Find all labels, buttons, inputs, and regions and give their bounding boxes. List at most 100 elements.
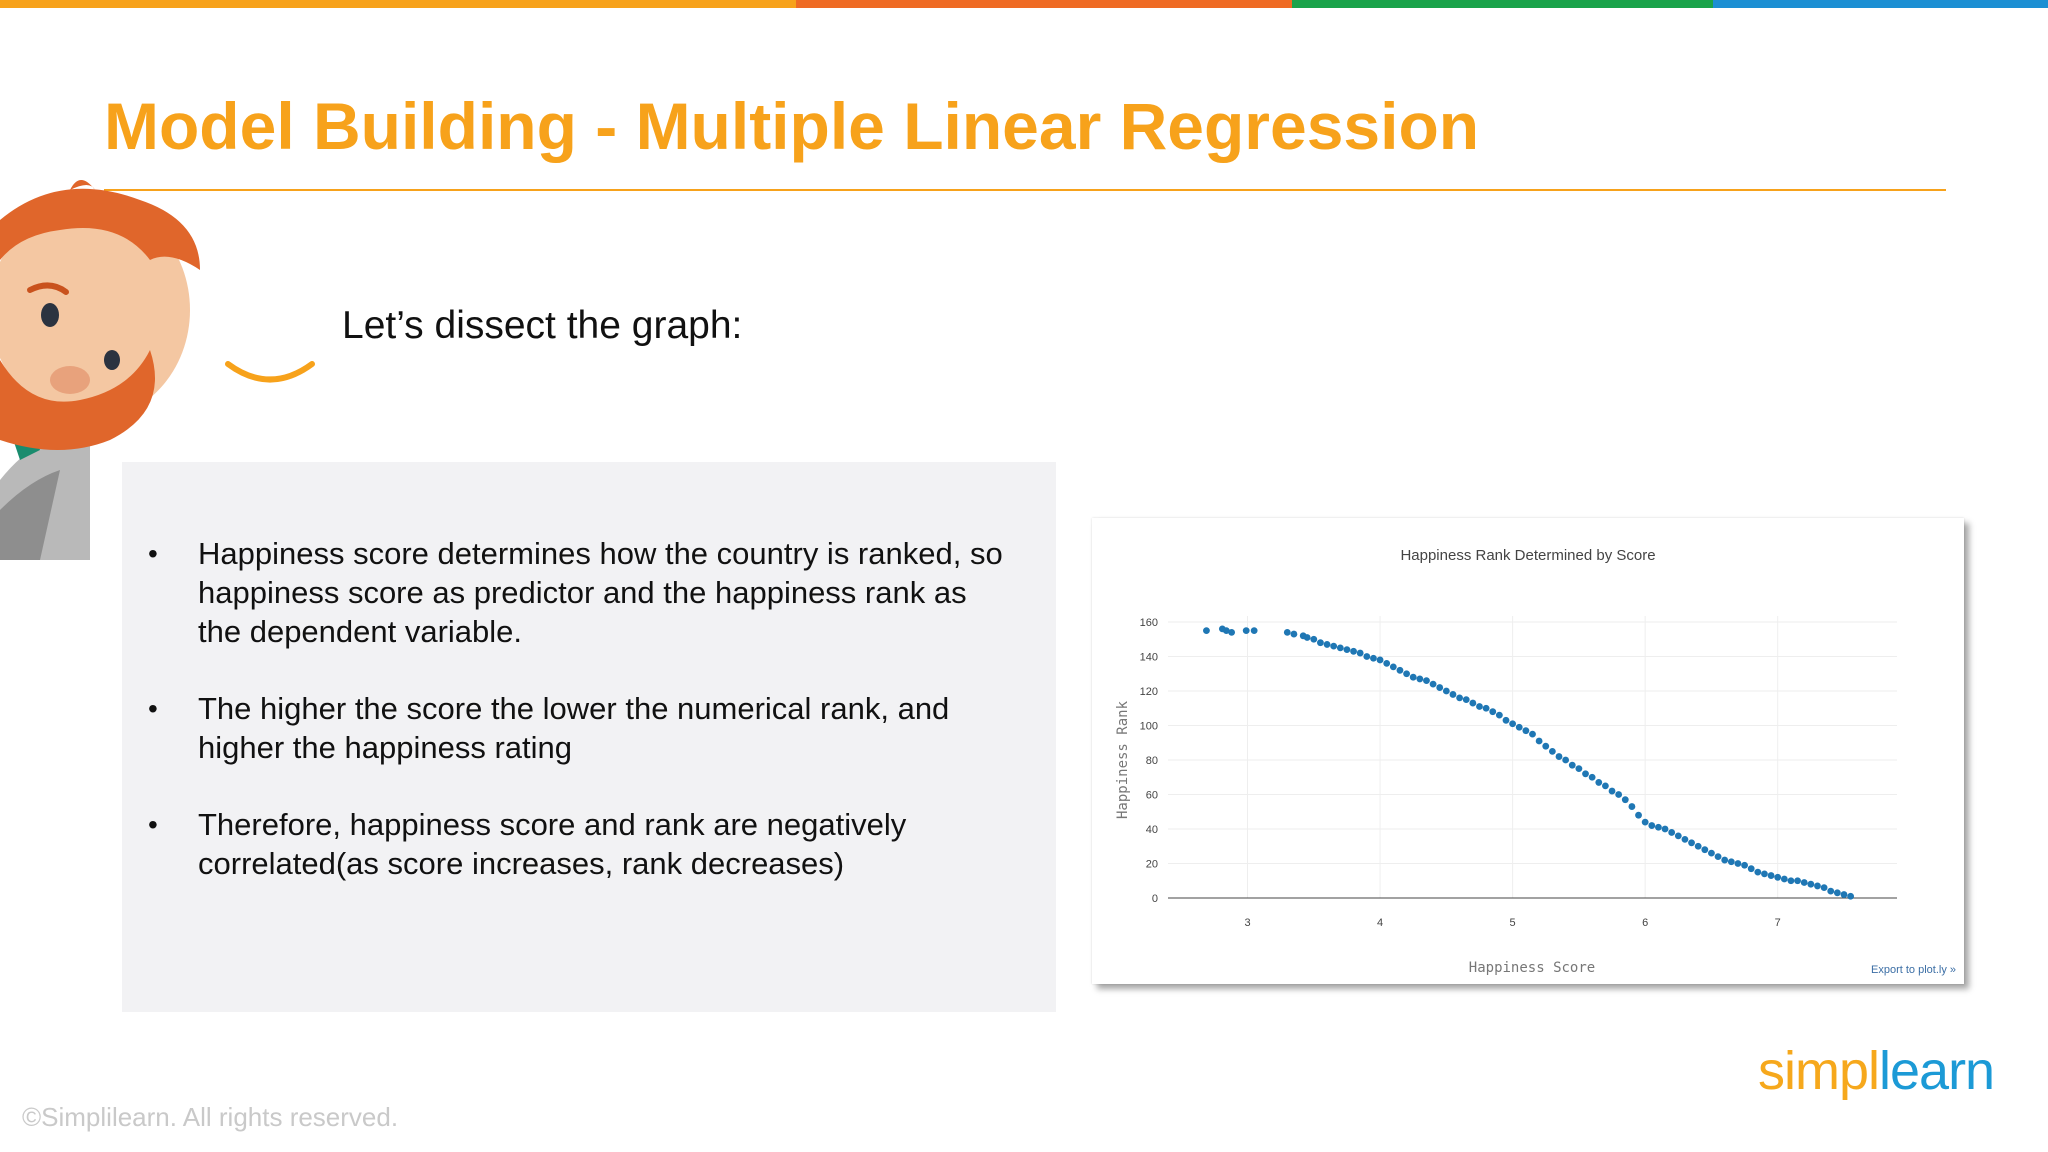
scatter-point [1310,635,1318,643]
scatter-point [1303,634,1311,641]
bullet-list: • Happiness score determines how the cou… [122,534,1056,921]
scatter-point [1747,865,1755,873]
scatter-point [1449,691,1457,698]
scatter-point [1290,630,1298,638]
scatter-point [1522,727,1530,735]
logo-text-simpl: simpl [1758,1041,1880,1101]
scatter-point [1575,765,1583,773]
scatter-point [1800,879,1808,886]
scatter-point [1767,872,1775,879]
scatter-point [1602,782,1609,790]
bullet-item: • The higher the score the lower the num… [122,689,1056,767]
scatter-point [1383,660,1391,667]
scatter-point [1343,646,1351,653]
scatter-point [1436,684,1444,691]
title-underline [104,189,1946,191]
top-bar-segment-red [796,0,1292,8]
logo-text-learn: learn [1879,1041,1995,1101]
mascot-character-icon [0,180,315,560]
y-tick-label: 20 [1146,859,1158,871]
scatter-point [1228,628,1236,636]
scatter-point [1283,628,1291,636]
y-axis-label: Happiness Rank [1115,700,1131,819]
scatter-point [1608,787,1616,795]
scatter-point [1741,861,1748,869]
scatter-point [1502,716,1510,724]
x-tick-label: 3 [1244,917,1250,929]
scatter-point [1648,822,1656,829]
scatter-point [1655,823,1662,831]
top-bar-segment-blue [1713,0,2048,8]
scatter-chart: Happiness Rank Determined by Score 0 20 40 6… [1115,547,1897,976]
y-tick-label: 100 [1140,721,1158,733]
scatter-point [1621,796,1629,804]
scatter-point [1376,656,1384,664]
x-axis-label: Happiness Score [1469,960,1595,976]
x-tick-label: 7 [1775,917,1781,929]
scatter-point [1203,627,1210,635]
x-tick-label: 6 [1642,917,1648,929]
scatter-point [1701,846,1709,854]
scatter-point [1794,877,1801,885]
scatter-point [1389,663,1397,671]
scatter-point [1847,892,1855,900]
scatter-point [1495,711,1503,719]
scatter-point [1727,858,1735,866]
bullet-text: The higher the score the lower the numer… [198,691,950,765]
scatter-point [1840,891,1848,898]
scatter-point [1363,653,1371,660]
scatter-point [1780,875,1788,883]
x-tick-label: 5 [1510,917,1516,929]
bullet-text-panel: • Happiness score determines how the cou… [122,462,1056,1012]
bullet-dot: • [148,538,158,569]
scatter-point [1595,779,1603,786]
scatter-point [1721,856,1729,864]
scatter-point [1469,699,1477,707]
bullet-item: • Therefore, happiness score and rank ar… [122,805,1056,883]
y-tick-label: 60 [1146,790,1158,802]
top-bar-segment-green [1292,0,1713,8]
scatter-point [1674,832,1682,840]
scatter-point [1356,649,1364,657]
export-to-plotly-link[interactable]: Export to plot.ly » [1871,964,1956,976]
y-tick-label: 80 [1146,755,1158,767]
scatter-point [1542,742,1550,750]
scatter-point [1323,641,1331,648]
scatter-point [1754,868,1762,876]
scatter-point [1628,803,1636,810]
scatter-point [1568,761,1576,769]
chart-title: Happiness Rank Determined by Score [1400,547,1655,564]
scatter-point [1482,704,1490,712]
scatter-point [1820,884,1828,892]
scatter-point [1509,720,1517,728]
scatter-point [1396,666,1404,674]
scatter-point [1529,730,1536,738]
scatter-point [1222,627,1230,635]
scatter-point [1350,647,1357,655]
scatter-point [1370,654,1377,662]
scatter-point [1694,842,1702,850]
y-tick-label: 120 [1140,686,1158,698]
scatter-point [1515,723,1523,731]
scatter-point [1661,825,1669,833]
scatter-point [1242,627,1250,635]
scatter-point [1330,642,1338,650]
scatter-point [1774,873,1782,881]
scatter-point [1582,770,1589,778]
scatter-point [1336,644,1344,652]
scatter-point [1833,889,1841,897]
y-tick-label: 160 [1140,617,1158,629]
scatter-point [1555,753,1563,760]
bullet-text: Happiness score determines how the count… [198,536,1003,649]
bullet-text: Therefore, happiness score and rank are … [198,807,907,881]
top-bar-segment-orange [0,0,796,8]
scatter-chart-panel: Happiness Rank Determined by Score 0 20 40 6… [1092,518,1964,984]
scatter-point [1641,818,1649,826]
y-tick-label: 140 [1140,652,1158,664]
scatter-point [1635,811,1642,819]
scatter-point [1787,877,1795,885]
scatter-point [1688,839,1695,847]
scatter-point [1615,791,1623,798]
scatter-point [1668,829,1676,836]
scatter-point [1489,708,1497,716]
